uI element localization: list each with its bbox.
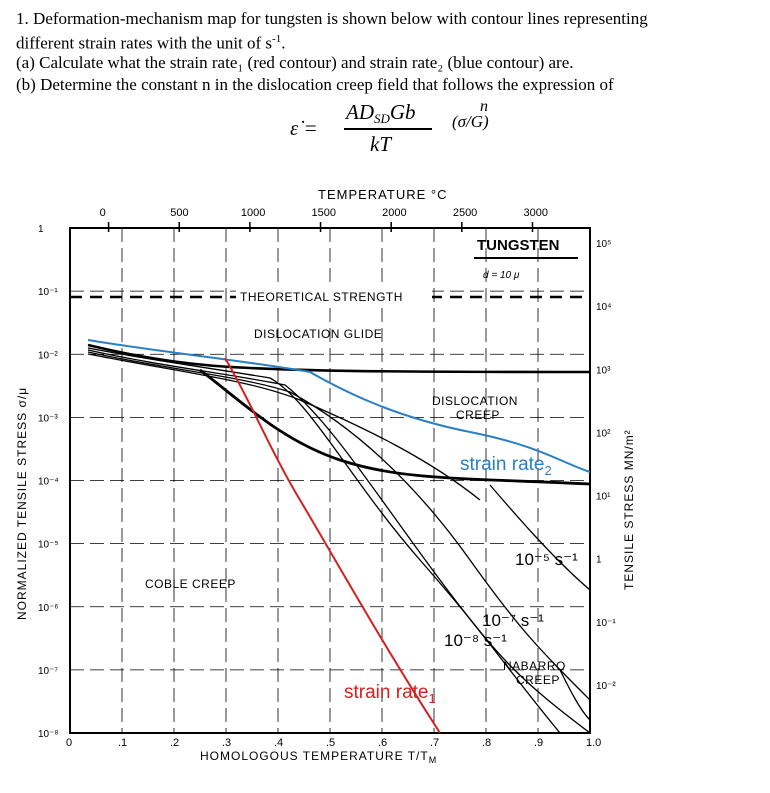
material-label: TUNGSTEN <box>477 237 560 254</box>
rate-1e-8-label: 10⁻⁸ s⁻¹ <box>444 631 507 650</box>
right-tick-label: 10³ <box>596 365 611 376</box>
contour-f <box>559 669 590 721</box>
rate-1e-5-label: 10⁻⁵ s⁻¹ <box>515 550 578 569</box>
bottom-tick-label: .5 <box>326 737 335 749</box>
nabarro-creep-label-2: CREEP <box>516 673 560 687</box>
right-axis-title: TENSILE STRESS MN/m² <box>622 429 636 590</box>
left-tick-label: 10⁻² <box>38 350 58 361</box>
coble-creep-label: COBLE CREEP <box>145 577 236 591</box>
bottom-tick-label: .7 <box>430 737 439 749</box>
right-tick-label: 10⁵ <box>596 239 611 250</box>
equation-denominator: kT <box>370 132 391 156</box>
right-tick-label: 10¹ <box>596 492 611 503</box>
bottom-tick-label: .3 <box>222 737 231 749</box>
right-tick-label: 10² <box>596 428 611 439</box>
left-tick-label: 10⁻¹ <box>38 287 58 298</box>
bottom-tick-label: .2 <box>170 737 179 749</box>
bottom-tick-label: 0 <box>66 737 72 749</box>
left-tick-label: 10⁻⁴ <box>38 477 59 488</box>
contour-lines <box>87 343 590 733</box>
left-tick-label: 10⁻⁸ <box>38 729 59 740</box>
nabarro-creep-label-1: NABARRO <box>503 659 566 673</box>
contour-a <box>87 347 561 733</box>
question-part-a: (a) Calculate what the strain rate₁ (red… <box>16 53 574 72</box>
top-axis-title: TEMPERATURE °C <box>318 187 447 202</box>
top-tick-label: 1000 <box>241 207 265 219</box>
left-tick-label: 10⁻³ <box>38 413 58 424</box>
question-line-2: different strain rates with the unit of … <box>16 33 286 53</box>
bottom-tick-label: .8 <box>482 737 491 749</box>
equation-numerator: ADSDGb <box>346 100 416 126</box>
left-tick-label: 10⁻⁶ <box>38 603 59 614</box>
equation-lhs: ε̇ = <box>290 116 318 140</box>
bottom-tick-label: .6 <box>378 737 387 749</box>
dislocation-glide-label: DISLOCATION GLIDE <box>254 327 382 341</box>
strain-rate-2-label: strain rate2 <box>460 454 552 478</box>
dislocation-creep-label-1: DISLOCATION <box>432 394 518 408</box>
left-tick-label: 1 <box>38 224 44 235</box>
red-contour-strain-rate-1 <box>224 357 441 733</box>
equation-fraction-bar <box>344 128 432 130</box>
bottom-tick-label: .9 <box>534 737 543 749</box>
dislocation-creep-label-2: CREEP <box>456 408 500 422</box>
glide-boundary <box>87 343 590 374</box>
top-tick-label: 2000 <box>382 207 406 219</box>
top-tick-label: 500 <box>170 207 188 219</box>
question-line-1: 1. Deformation-mechanism map for tungste… <box>16 9 648 28</box>
right-tick-label: 10⁻² <box>596 681 616 692</box>
top-tick-label: 2500 <box>453 207 477 219</box>
top-tick-label: 3000 <box>523 207 547 219</box>
equation-stress-ratio: (σ/G) <box>452 112 489 131</box>
contour-d <box>87 353 481 501</box>
question-part-b: (b) Determine the constant n in the disl… <box>16 75 614 94</box>
left-tick-label: 10⁻⁷ <box>38 666 58 677</box>
right-tick-label: 10⁻¹ <box>596 618 616 629</box>
left-tick-label: 10⁻⁵ <box>38 540 59 551</box>
grain-size-label: d = 10 μ <box>483 270 520 281</box>
equation-exponent: n <box>480 98 488 115</box>
right-tick-label: 1 <box>596 555 602 566</box>
top-tick-label: 0 <box>100 207 106 219</box>
creep-boundary <box>199 368 590 486</box>
blue-contour-strain-rate-2 <box>87 339 590 473</box>
creep-equation: ε̇ = ADSDGb kT (σ/G) n <box>280 98 510 160</box>
theoretical-strength-label: THEORETICAL STRENGTH <box>240 290 403 304</box>
bottom-tick-label: .4 <box>274 737 283 749</box>
bottom-tick-label: .1 <box>118 737 127 749</box>
bottom-axis-title: HOMOLOGOUS TEMPERATURE T/TM <box>200 749 437 765</box>
contour-e <box>489 484 590 591</box>
contour-c <box>87 351 590 701</box>
right-tick-label: 10⁴ <box>596 302 611 313</box>
rate-1e-7-label: 10⁻⁷ s⁻¹ <box>482 611 544 630</box>
strain-rate-1-label: strain rate1 <box>344 682 436 706</box>
left-axis-title: NORMALIZED TENSILE STRESS σ/μ <box>15 387 29 620</box>
top-tick-label: 1500 <box>312 207 336 219</box>
bottom-tick-label: 1.0 <box>586 737 601 749</box>
